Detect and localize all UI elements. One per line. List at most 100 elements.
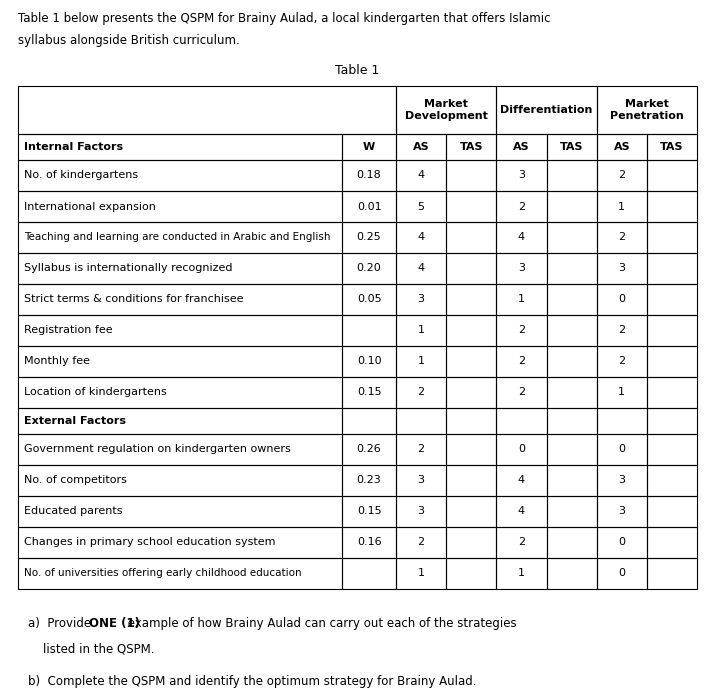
Text: a)  Provide: a) Provide (28, 617, 95, 630)
Bar (546, 527, 597, 558)
Bar (647, 465, 697, 496)
Bar (396, 284, 446, 315)
Text: 0.16: 0.16 (357, 538, 381, 547)
Text: 0: 0 (618, 538, 626, 547)
Bar (342, 346, 396, 377)
Text: 3: 3 (518, 171, 525, 180)
Text: 3: 3 (618, 264, 626, 273)
Bar (446, 346, 496, 377)
Bar (496, 134, 546, 160)
Text: 1: 1 (618, 201, 626, 212)
Text: TAS: TAS (460, 142, 483, 152)
Bar (496, 315, 546, 346)
Bar (647, 527, 697, 558)
Bar (546, 134, 597, 160)
Text: No. of universities offering early childhood education: No. of universities offering early child… (24, 568, 302, 579)
Bar (546, 408, 597, 434)
Bar (396, 465, 446, 496)
Bar (647, 558, 697, 589)
Bar (18, 86, 396, 134)
Bar (546, 558, 597, 589)
Text: 2: 2 (618, 356, 626, 366)
Text: 1: 1 (518, 568, 525, 579)
Text: 1: 1 (418, 326, 425, 336)
Bar (446, 527, 496, 558)
Bar (546, 377, 597, 408)
Bar (647, 253, 697, 284)
Bar (597, 253, 647, 284)
Bar (647, 315, 697, 346)
Bar (342, 191, 396, 222)
Text: 1: 1 (618, 387, 626, 398)
Bar (597, 527, 647, 558)
Text: 0: 0 (618, 568, 626, 579)
Text: 0: 0 (618, 445, 626, 454)
Bar (496, 284, 546, 315)
Bar (18, 284, 342, 315)
Bar (446, 315, 496, 346)
Text: 0.05: 0.05 (357, 294, 381, 305)
Bar (342, 527, 396, 558)
Text: 0: 0 (518, 445, 525, 454)
Text: Educated parents: Educated parents (24, 507, 122, 517)
Text: Table 1: Table 1 (335, 64, 380, 77)
Text: 1: 1 (418, 356, 425, 366)
Text: 2: 2 (518, 387, 525, 398)
Text: 3: 3 (618, 507, 626, 517)
Bar (446, 408, 496, 434)
Bar (546, 346, 597, 377)
Text: ONE (1): ONE (1) (89, 617, 139, 630)
Text: 3: 3 (418, 507, 425, 517)
Text: 1: 1 (518, 294, 525, 305)
Bar (546, 253, 597, 284)
Text: No. of competitors: No. of competitors (24, 475, 127, 486)
Bar (396, 86, 496, 134)
Bar (342, 408, 396, 434)
Bar (597, 434, 647, 465)
Bar (446, 465, 496, 496)
Bar (18, 134, 342, 160)
Bar (18, 558, 342, 589)
Text: External Factors: External Factors (24, 416, 126, 426)
Bar (18, 160, 342, 191)
Text: TAS: TAS (560, 142, 583, 152)
Text: listed in the QSPM.: listed in the QSPM. (43, 643, 154, 656)
Bar (597, 558, 647, 589)
Bar (18, 434, 342, 465)
Bar (597, 408, 647, 434)
Text: 2: 2 (618, 171, 626, 180)
Text: 0.18: 0.18 (357, 171, 381, 180)
Text: Location of kindergartens: Location of kindergartens (24, 387, 167, 398)
Text: Table 1 below presents the QSPM for Brainy Aulad, a local kindergarten that offe: Table 1 below presents the QSPM for Brai… (18, 12, 551, 25)
Bar (597, 160, 647, 191)
Bar (18, 346, 342, 377)
Bar (496, 465, 546, 496)
Bar (546, 160, 597, 191)
Text: example of how Brainy Aulad can carry out each of the strategies: example of how Brainy Aulad can carry ou… (124, 617, 516, 630)
Text: 4: 4 (518, 475, 525, 486)
Text: 2: 2 (518, 356, 525, 366)
Bar (546, 284, 597, 315)
Text: 4: 4 (418, 171, 425, 180)
Text: 4: 4 (418, 233, 425, 243)
Text: syllabus alongside British curriculum.: syllabus alongside British curriculum. (18, 34, 240, 47)
Bar (446, 191, 496, 222)
Text: 2: 2 (418, 445, 425, 454)
Bar (396, 160, 446, 191)
Text: 0.15: 0.15 (357, 387, 381, 398)
Bar (342, 496, 396, 527)
Bar (342, 377, 396, 408)
Bar (647, 346, 697, 377)
Bar (597, 496, 647, 527)
Text: 4: 4 (518, 233, 525, 243)
Bar (597, 346, 647, 377)
Bar (18, 496, 342, 527)
Text: TAS: TAS (660, 142, 684, 152)
Bar (597, 377, 647, 408)
Bar (342, 558, 396, 589)
Bar (597, 134, 647, 160)
Text: 3: 3 (618, 475, 626, 486)
Bar (446, 377, 496, 408)
Bar (18, 315, 342, 346)
Bar (496, 222, 546, 253)
